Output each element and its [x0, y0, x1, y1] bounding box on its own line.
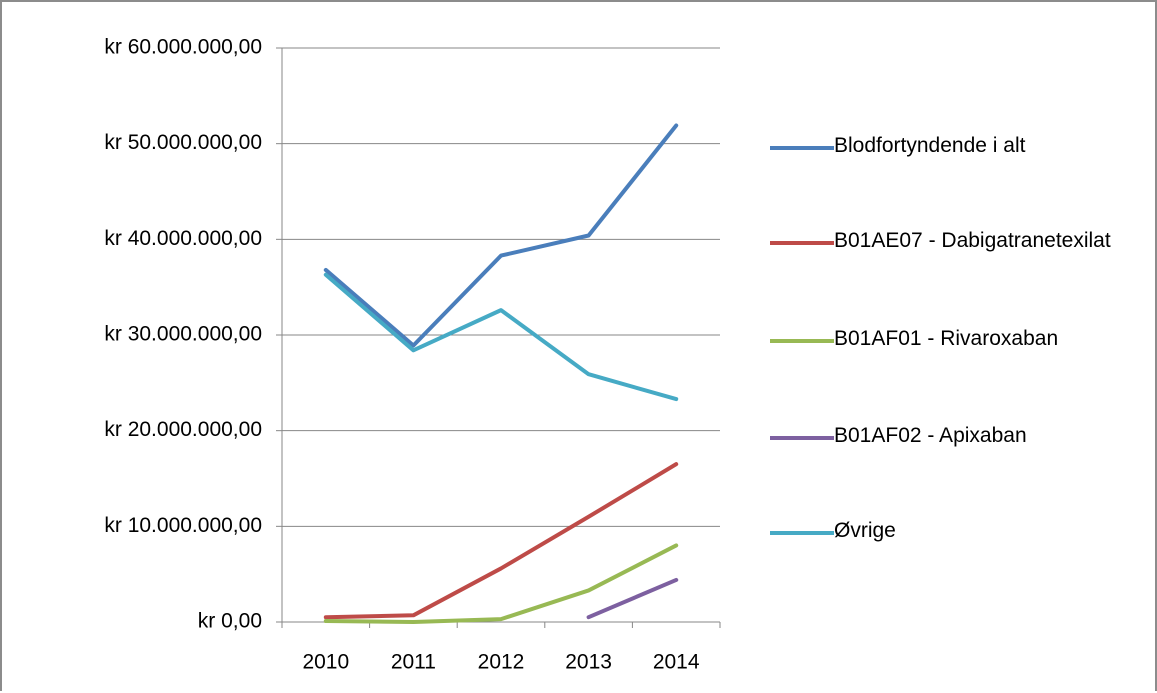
legend-item: Øvrige: [770, 519, 1134, 551]
legend-item: B01AE07 - Dabigatranetexilat: [770, 229, 1134, 261]
series-line: [323, 272, 679, 402]
legend-item: B01AF02 - Apixaban: [770, 424, 1134, 456]
x-tick-label: 2011: [391, 651, 436, 674]
x-tick-label: 2012: [478, 651, 525, 674]
legend-swatch: [770, 531, 834, 535]
legend-swatch: [770, 146, 834, 150]
legend-label: Blodfortyndende i alt: [834, 134, 1026, 157]
series-line: [323, 462, 679, 620]
legend-label: Øvrige: [834, 519, 896, 542]
y-tick-label: kr 50.000.000,00: [104, 131, 262, 154]
series-line: [586, 577, 679, 620]
legend-item: Blodfortyndende i alt: [770, 134, 1134, 166]
x-tick-label: 2014: [653, 651, 700, 674]
y-tick-label: kr 20.000.000,00: [104, 418, 262, 441]
x-tick-label: 2013: [565, 651, 612, 674]
legend-swatch: [770, 436, 834, 440]
legend-label: B01AE07 - Dabigatranetexilat: [834, 229, 1111, 252]
series-line: [323, 543, 679, 624]
legend-swatch: [770, 241, 834, 245]
legend-swatch: [770, 339, 834, 343]
x-tick-label: 2010: [302, 651, 349, 674]
y-tick-label: kr 30.000.000,00: [104, 323, 262, 346]
legend-label: B01AF01 - Rivaroxaban: [834, 327, 1059, 350]
series-line: [323, 123, 679, 348]
y-tick-label: kr 0,00: [198, 610, 262, 633]
y-tick-label: kr 60.000.000,00: [104, 36, 262, 59]
y-tick-label: kr 10.000.000,00: [104, 514, 262, 537]
legend-item: B01AF01 - Rivaroxaban: [770, 327, 1134, 359]
y-tick-label: kr 40.000.000,00: [104, 227, 262, 250]
legend-label: B01AF02 - Apixaban: [834, 424, 1027, 447]
